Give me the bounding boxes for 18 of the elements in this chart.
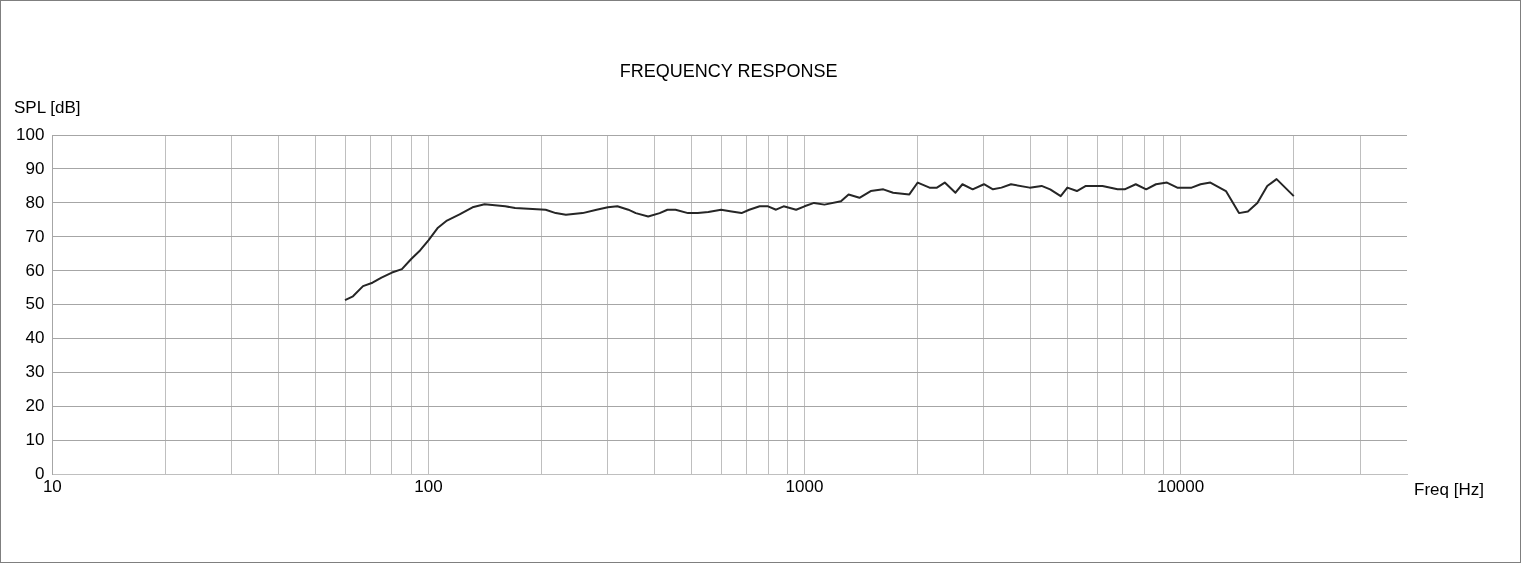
x-tick-label: 10000 bbox=[1156, 477, 1205, 497]
y-tick-label: 10 bbox=[25, 430, 45, 450]
y-tick-label: 90 bbox=[25, 158, 45, 178]
y-tick-label: 60 bbox=[25, 260, 45, 280]
y-tick-label: 40 bbox=[25, 328, 45, 348]
y-tick-label: 100 bbox=[15, 124, 45, 144]
y-axis-title: SPL [dB] bbox=[14, 98, 81, 117]
chart-title: FREQUENCY RESPONSE bbox=[619, 61, 838, 81]
x-axis-title: Freq [Hz] bbox=[1414, 480, 1484, 499]
y-tick-label: 0 bbox=[34, 464, 45, 484]
x-tick-label: 100 bbox=[414, 477, 443, 497]
x-tick-label: 10 bbox=[42, 477, 62, 497]
y-tick-label: 70 bbox=[25, 226, 45, 246]
x-tick-label: 1000 bbox=[785, 477, 824, 497]
y-tick-label: 20 bbox=[25, 396, 45, 416]
y-tick-label: 30 bbox=[25, 362, 45, 382]
y-tick-label: 50 bbox=[25, 294, 45, 314]
y-tick-label: 80 bbox=[25, 192, 45, 212]
